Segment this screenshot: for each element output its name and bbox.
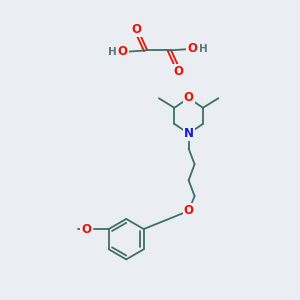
- Text: H: H: [109, 47, 117, 57]
- Text: O: O: [187, 42, 197, 56]
- Text: N: N: [184, 127, 194, 140]
- Text: O: O: [184, 92, 194, 104]
- Text: O: O: [132, 23, 142, 36]
- Text: O: O: [118, 45, 128, 58]
- Text: O: O: [81, 223, 91, 236]
- Text: O: O: [173, 65, 183, 78]
- Text: O: O: [184, 204, 194, 218]
- Text: H: H: [199, 44, 208, 54]
